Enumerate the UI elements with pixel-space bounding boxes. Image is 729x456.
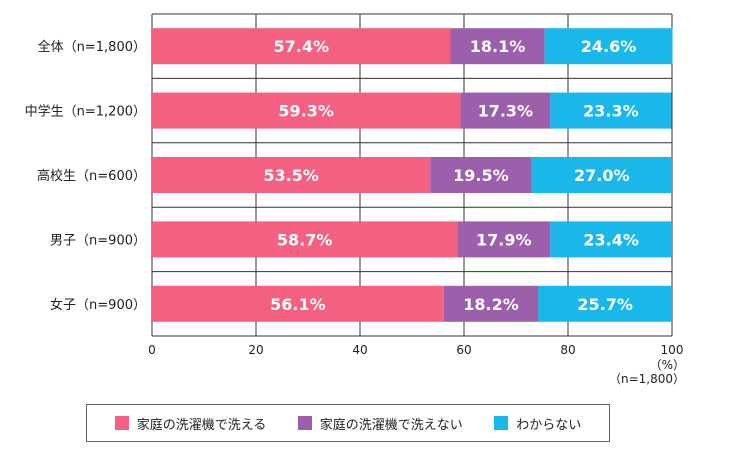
x-tick-label-1: 20 [248, 343, 263, 357]
bar-segment-3-0 [152, 221, 458, 258]
data-label-3-2: 23.4% [583, 230, 639, 249]
category-label-0: 全体（n=1,800） [38, 39, 146, 55]
category-label-1: 中学生（n=1,200） [25, 104, 146, 120]
x-tick-label-2: 40 [352, 343, 367, 357]
data-label-1-2: 23.3% [583, 102, 639, 121]
data-label-0-2: 24.6% [581, 37, 637, 56]
bar-segment-1-0 [152, 92, 461, 129]
data-label-3-0: 58.7% [277, 230, 333, 249]
bar-segment-0-2 [544, 28, 673, 65]
data-label-2-2: 27.0% [574, 166, 630, 185]
legend-label-not-washable: 家庭の洗濯機で洗えない [319, 417, 463, 433]
bars-layer [152, 28, 673, 322]
bar-segment-4-1 [443, 285, 539, 322]
legend-item-washable: 家庭の洗濯機で洗える [114, 414, 267, 433]
bar-segment-3-2 [550, 221, 672, 258]
legend-item-not-washable: 家庭の洗濯機で洗えない [297, 414, 463, 433]
legend-swatch-washable [114, 416, 129, 430]
bar-segment-1-1 [460, 92, 551, 129]
x-tick-label-5: 100 [661, 343, 684, 357]
bar-segment-4-0 [152, 285, 444, 322]
category-label-4: 女子（n=900） [50, 297, 146, 313]
category-label-3: 男子（n=900） [50, 233, 146, 248]
x-tick-label-4: 80 [560, 343, 575, 357]
data-label-4-2: 25.7% [577, 295, 633, 314]
data-label-4-1: 18.2% [463, 295, 519, 314]
bar-segment-0-1 [450, 28, 545, 65]
bar-segment-4-2 [538, 285, 672, 322]
data-label-4-0: 56.1% [270, 295, 326, 314]
data-label-2-0: 53.5% [263, 166, 319, 185]
legend-swatch-unknown [494, 416, 509, 430]
sample-note: （n=1,800） [608, 372, 685, 386]
axis-layer: 全体（n=1,800） 中学生（n=1,200） 高校生（n=600） 男子（n=90… [25, 39, 684, 357]
unit-note: （%） （n=1,800） [609, 358, 685, 386]
legend-swatch-not-washable [297, 416, 312, 430]
data-label-1-0: 59.3% [278, 102, 334, 121]
bar-segment-1-2 [550, 92, 672, 129]
legend-label-washable: 家庭の洗濯機で洗える [136, 417, 267, 433]
bar-segment-0-0 [152, 28, 451, 65]
legend-item-unknown: わからない [494, 414, 581, 433]
unit-label: （%） [649, 358, 685, 372]
data-label-3-1: 17.9% [476, 230, 532, 249]
x-tick-label-0: 0 [148, 343, 156, 357]
data-label-1-1: 17.3% [478, 102, 534, 121]
bar-segment-2-2 [531, 157, 672, 193]
x-tick-label-3: 60 [456, 343, 471, 357]
bar-segment-3-1 [457, 221, 551, 258]
bar-segment-2-1 [430, 157, 532, 193]
data-label-2-1: 19.5% [453, 166, 509, 185]
bar-segment-2-0 [152, 157, 431, 193]
data-label-0-1: 18.1% [470, 37, 526, 56]
labels-layer: 57.4% 18.1% 24.6% 59.3% 17.3% 23.3% 53.5% 19.5%… [263, 37, 639, 314]
legend-label-unknown: わからない [516, 417, 582, 433]
category-label-2: 高校生（n=600） [37, 168, 146, 184]
data-label-0-0: 57.4% [273, 37, 329, 56]
legend: 家庭の洗濯機で洗える 家庭の洗濯機で洗えない わからない [86, 404, 610, 442]
